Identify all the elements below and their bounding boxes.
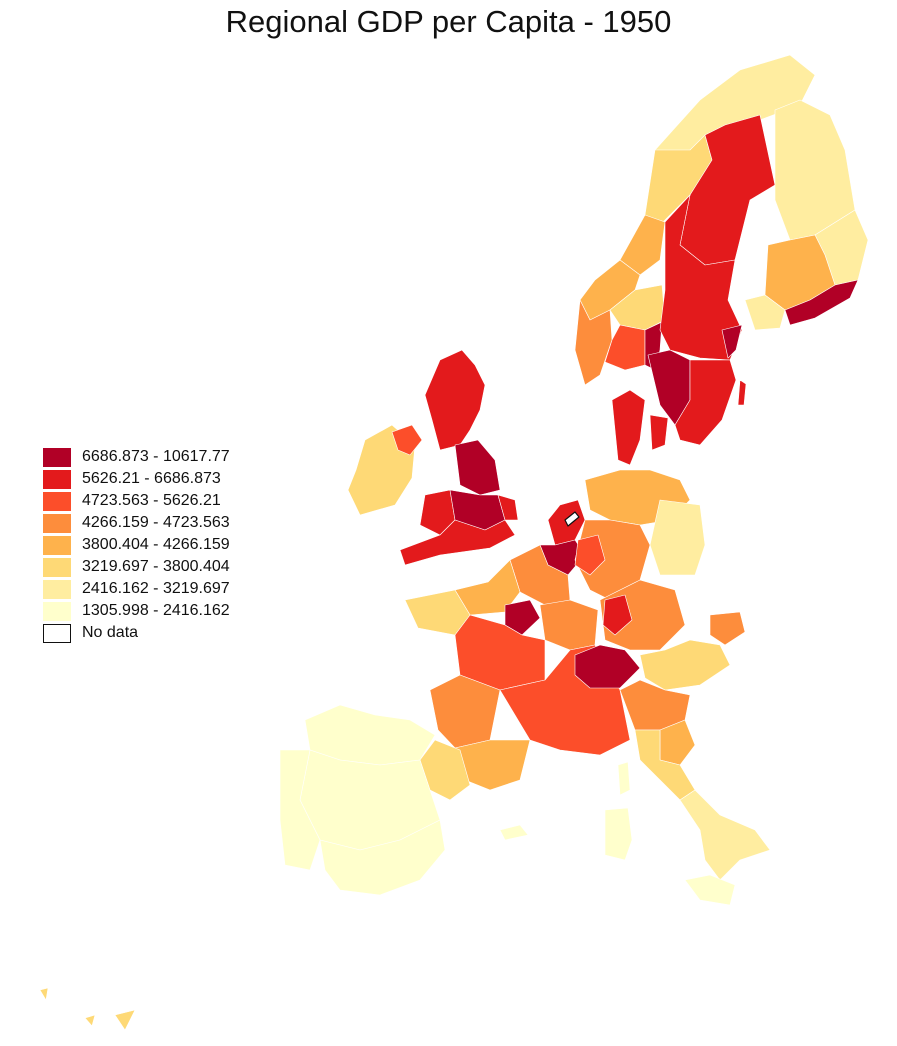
region-sweden-stockholm — [721, 324, 743, 359]
region-northern-ireland — [391, 424, 423, 456]
region-germany-ruhr — [574, 534, 606, 576]
region-sardinia — [604, 807, 633, 861]
legend-item: 4266.159 - 4723.563 — [43, 512, 230, 534]
legend-item: 3800.404 - 4266.159 — [43, 534, 230, 556]
legend-swatch — [43, 469, 71, 489]
region-sicily — [684, 874, 736, 906]
region-north-england — [454, 439, 501, 496]
region-netherlands-nodata — [564, 511, 580, 527]
legend-item: 5626.21 - 6686.873 — [43, 468, 230, 490]
region-sweden-mid — [659, 194, 743, 361]
legend-swatch — [43, 601, 71, 621]
region-denmark-jutland — [611, 389, 646, 466]
legend-swatch — [43, 535, 71, 555]
legend-swatch — [43, 557, 71, 577]
region-scotland — [424, 349, 486, 451]
region-france-paris — [504, 599, 541, 636]
region-sweden-south — [674, 359, 737, 446]
legend-label: 2416.162 - 3219.697 — [82, 580, 230, 597]
legend-label: 4266.159 - 4723.563 — [82, 514, 230, 531]
region-portugal — [279, 749, 321, 871]
legend-swatch — [43, 623, 71, 643]
region-italy-south — [679, 789, 771, 881]
legend-item: No data — [43, 622, 230, 644]
region-spain-south — [319, 819, 446, 896]
region-austria-east — [709, 611, 746, 646]
region-france-west — [429, 674, 501, 749]
region-norway-trondelag — [619, 214, 666, 276]
region-south-england — [399, 519, 516, 566]
region-sweden-gotland — [737, 379, 747, 406]
region-germany-bayern — [602, 594, 633, 636]
legend-swatch — [43, 513, 71, 533]
region-finland-south — [784, 279, 859, 326]
legend-label: 4723.563 - 5626.21 — [82, 492, 221, 509]
region-finland-southwest — [744, 294, 786, 331]
region-norway-southwest — [574, 299, 613, 386]
legend-item: 3219.697 - 3800.404 — [43, 556, 230, 578]
legend-swatch — [43, 579, 71, 599]
region-balearic — [499, 824, 529, 841]
legend-label: 5626.21 - 6686.873 — [82, 470, 221, 487]
region-france-east — [539, 599, 599, 651]
map-legend: 6686.873 - 10617.77 5626.21 - 6686.873 472… — [43, 446, 230, 644]
legend-item: 6686.873 - 10617.77 — [43, 446, 230, 468]
region-denmark-zealand — [649, 414, 669, 451]
region-canary-islands — [39, 987, 136, 1031]
region-austria — [639, 639, 731, 691]
legend-item: 2416.162 - 3219.697 — [43, 578, 230, 600]
region-corsica — [617, 761, 631, 796]
region-france-north — [509, 544, 571, 606]
legend-label: 6686.873 - 10617.77 — [82, 448, 230, 465]
region-switzerland — [574, 644, 641, 689]
legend-item: 1305.998 - 2416.162 — [43, 600, 230, 622]
legend-swatch — [43, 491, 71, 511]
legend-swatch — [43, 447, 71, 467]
legend-label: 3800.404 - 4266.159 — [82, 536, 230, 553]
legend-label: 1305.998 - 2416.162 — [82, 602, 230, 619]
region-germany-east — [649, 499, 706, 576]
region-east-anglia — [497, 494, 519, 521]
legend-label: 3219.697 - 3800.404 — [82, 558, 230, 575]
legend-label: No data — [82, 624, 139, 641]
legend-item: 4723.563 - 5626.21 — [43, 490, 230, 512]
map-title: Regional GDP per Capita - 1950 — [225, 4, 672, 39]
